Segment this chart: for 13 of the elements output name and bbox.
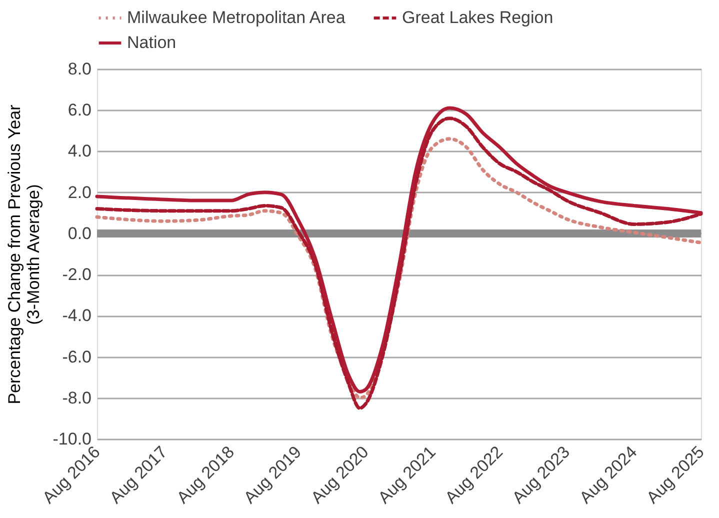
y-tick-label: 6.0 [68, 100, 92, 120]
y-tick-label: 0.0 [68, 224, 92, 243]
y-tick-label: -6.0 [62, 347, 92, 366]
y-tick-label: -2.0 [62, 265, 92, 284]
legend-label: Milwaukee Metropolitan Area [127, 8, 346, 27]
y-tick-label: 2.0 [68, 182, 92, 202]
y-tick-label: -8.0 [62, 388, 92, 408]
y-tick-label: -4.0 [62, 306, 92, 326]
y-tick-label: 8.0 [68, 60, 92, 78]
y-axis-title: Percentage Change from Previous Year (3-Month Average) [4, 104, 43, 404]
legend-label: Nation [127, 33, 176, 52]
y-tick-label: 4.0 [68, 142, 92, 161]
legend-label: Great Lakes Region [402, 8, 554, 27]
